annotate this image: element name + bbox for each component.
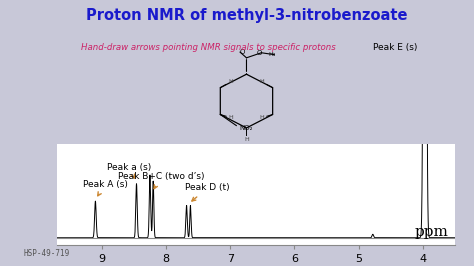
Text: H: H — [228, 115, 233, 120]
Text: ppm: ppm — [414, 225, 448, 239]
Text: Peak E (s): Peak E (s) — [373, 43, 417, 52]
Text: H: H — [244, 138, 249, 142]
Text: O: O — [256, 50, 262, 56]
Text: Peak B+C (two d’s): Peak B+C (two d’s) — [118, 172, 204, 189]
Text: Peak D (t): Peak D (t) — [185, 184, 230, 201]
Text: H: H — [260, 115, 264, 120]
Text: Proton NMR of methyl-3-nitrobenzoate: Proton NMR of methyl-3-nitrobenzoate — [86, 8, 407, 23]
Text: H: H — [228, 80, 233, 85]
Text: H₃: H₃ — [268, 52, 276, 57]
Text: H: H — [260, 80, 264, 85]
Text: NO₂: NO₂ — [240, 125, 254, 131]
Text: Peak a (s): Peak a (s) — [107, 163, 151, 178]
Text: O: O — [239, 49, 245, 55]
Text: HSP-49-719: HSP-49-719 — [24, 249, 70, 258]
Text: Peak A (s): Peak A (s) — [82, 180, 128, 196]
Text: Hand-draw arrows pointing NMR signals to specific protons: Hand-draw arrows pointing NMR signals to… — [81, 43, 336, 52]
